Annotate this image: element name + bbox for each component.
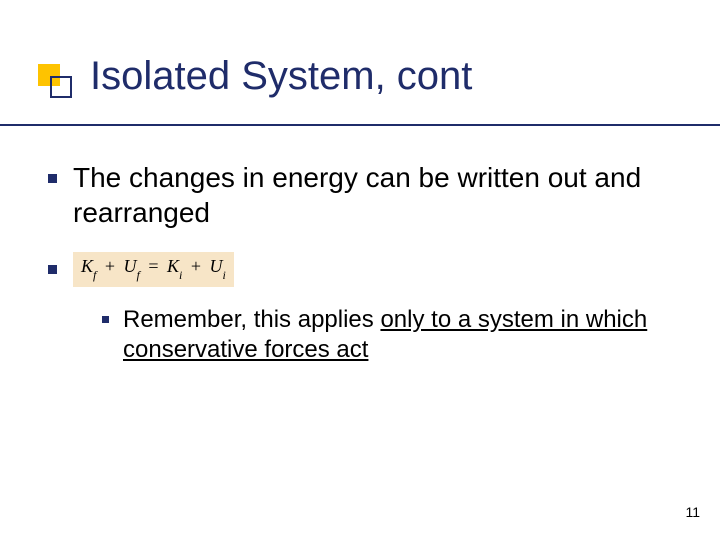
formula-Ki-var: K <box>167 256 179 276</box>
bullet-level1-formula: Kf + Uf = Ki + Ui <box>48 252 690 287</box>
formula-Kf-var: K <box>81 256 93 276</box>
slide: Isolated System, cont The changes in ene… <box>0 0 720 540</box>
formula-plus: + <box>187 256 205 276</box>
formula-Kf-sub: f <box>93 268 96 282</box>
energy-conservation-formula: Kf + Uf = Ki + Ui <box>73 252 234 287</box>
body-area: The changes in energy can be written out… <box>48 160 690 365</box>
bullet-square-icon <box>102 316 109 323</box>
bullet-square-icon <box>48 174 57 183</box>
formula-Uf-var: U <box>124 256 137 276</box>
deco-square-navy-outline <box>50 76 72 98</box>
formula-Ki-sub: i <box>179 268 182 282</box>
title-underline <box>0 124 720 126</box>
formula-Ui-var: U <box>210 256 223 276</box>
formula-Ui-sub: i <box>223 268 226 282</box>
title-decoration <box>38 64 72 98</box>
bullet-square-icon <box>48 265 57 274</box>
slide-title: Isolated System, cont <box>90 54 690 99</box>
bullet-level1: The changes in energy can be written out… <box>48 160 690 230</box>
title-area: Isolated System, cont <box>90 54 690 99</box>
formula-equals: = <box>144 256 162 276</box>
formula-Uf-sub: f <box>137 268 140 282</box>
bullet-level2: Remember, this applies only to a system … <box>102 305 690 365</box>
formula-plus: + <box>101 256 119 276</box>
bullet-text: The changes in energy can be written out… <box>73 160 690 230</box>
bullet-text-prefix: Remember, this applies <box>123 306 380 333</box>
bullet-text: Remember, this applies only to a system … <box>123 305 690 365</box>
page-number: 11 <box>685 504 700 520</box>
